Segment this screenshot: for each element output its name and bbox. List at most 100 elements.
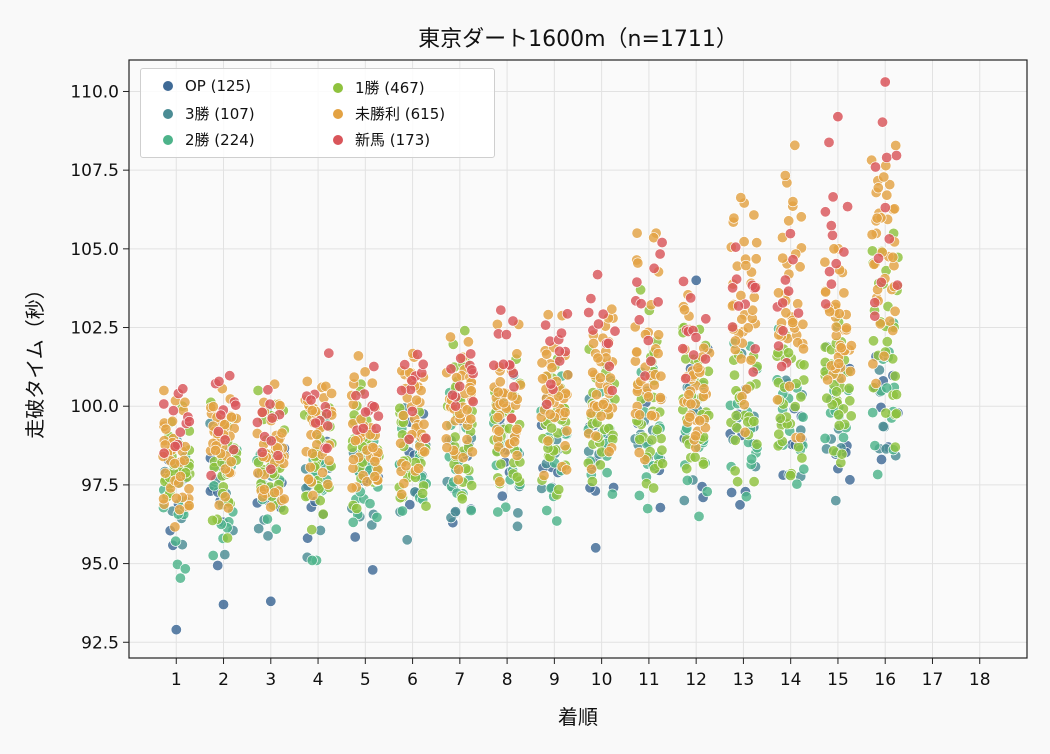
data-point-4 — [840, 322, 852, 334]
chart-title: 東京ダート1600m（n=1711） — [418, 27, 738, 52]
data-point-4 — [890, 140, 902, 152]
data-point-3 — [845, 410, 857, 422]
data-point-5 — [639, 370, 651, 382]
data-point-5 — [603, 360, 615, 372]
data-point-4 — [544, 408, 556, 420]
data-point-4 — [887, 251, 899, 263]
data-point-4 — [179, 396, 191, 408]
data-point-2 — [500, 501, 512, 513]
data-point-4 — [740, 259, 752, 271]
x-tick-label: 8 — [502, 670, 513, 690]
data-point-5 — [545, 378, 557, 390]
data-point-2 — [791, 478, 803, 490]
data-point-5 — [508, 381, 520, 393]
data-point-4 — [787, 317, 799, 329]
data-point-5 — [553, 345, 565, 357]
data-point-5 — [158, 398, 170, 410]
data-point-5 — [540, 319, 552, 331]
data-point-1 — [512, 507, 524, 519]
data-point-4 — [369, 470, 381, 482]
data-point-5 — [592, 269, 604, 281]
data-point-4 — [684, 411, 696, 423]
data-point-3 — [785, 469, 797, 481]
data-point-4 — [452, 474, 464, 486]
data-point-2 — [207, 549, 219, 561]
data-point-4 — [867, 358, 879, 370]
data-point-4 — [878, 171, 890, 183]
data-point-1 — [877, 420, 889, 432]
data-point-4 — [652, 347, 664, 359]
data-point-4 — [830, 321, 842, 333]
data-point-4 — [694, 415, 706, 427]
data-point-3 — [881, 336, 893, 348]
data-point-4 — [820, 286, 832, 298]
data-point-4 — [418, 418, 430, 430]
data-point-5 — [606, 384, 618, 396]
data-point-4 — [779, 170, 791, 182]
data-point-3 — [729, 434, 741, 446]
data-point-4 — [412, 462, 424, 474]
data-point-3 — [456, 493, 468, 505]
data-point-5 — [561, 308, 573, 320]
x-tick-label: 9 — [549, 670, 560, 690]
data-point-5 — [256, 446, 268, 458]
data-point-4 — [323, 454, 335, 466]
legend-marker-2win — [163, 134, 173, 145]
data-point-4 — [511, 423, 523, 435]
data-point-4 — [648, 379, 660, 391]
data-point-4 — [494, 376, 506, 388]
data-point-3 — [594, 459, 606, 471]
data-point-5 — [792, 307, 804, 319]
data-point-2 — [867, 407, 879, 419]
legend-item-2win: 2勝 (224) — [163, 129, 255, 150]
data-point-5 — [205, 469, 217, 481]
data-point-4 — [317, 467, 329, 479]
data-point-5 — [869, 297, 881, 309]
data-point-4 — [559, 440, 571, 452]
legend-label-3win: 3勝 (107) — [185, 105, 255, 123]
data-point-3 — [843, 382, 855, 394]
data-point-4 — [631, 227, 643, 239]
data-point-4 — [645, 409, 657, 421]
data-point-3 — [889, 370, 901, 382]
data-point-0 — [590, 542, 602, 554]
data-point-5 — [420, 432, 432, 444]
data-point-2 — [681, 474, 693, 486]
data-point-5 — [726, 321, 738, 333]
data-point-4 — [745, 354, 757, 366]
data-point-4 — [258, 483, 270, 495]
data-point-4 — [559, 406, 571, 418]
data-point-5 — [262, 384, 274, 396]
data-point-4 — [207, 401, 219, 413]
data-point-4 — [795, 432, 807, 444]
data-point-3 — [890, 408, 902, 420]
data-point-5 — [406, 375, 418, 387]
data-point-5 — [500, 329, 512, 341]
data-point-4 — [795, 211, 807, 223]
data-point-4 — [491, 318, 503, 330]
data-point-4 — [739, 426, 751, 438]
data-point-4 — [159, 467, 171, 479]
x-tick-label: 12 — [685, 670, 707, 690]
data-point-3 — [880, 407, 892, 419]
data-points — [157, 76, 904, 636]
data-point-4 — [592, 352, 604, 364]
x-tick-label: 1 — [171, 670, 182, 690]
x-tick-label: 14 — [780, 670, 802, 690]
data-point-5 — [875, 276, 887, 288]
data-point-5 — [783, 285, 795, 297]
data-point-4 — [729, 335, 741, 347]
data-point-4 — [183, 500, 195, 512]
data-point-5 — [869, 310, 881, 322]
data-point-5 — [635, 298, 647, 310]
data-point-5 — [455, 352, 467, 364]
data-point-1 — [830, 495, 842, 507]
data-point-4 — [738, 399, 750, 411]
data-point-1 — [219, 549, 231, 561]
data-point-5 — [411, 348, 423, 360]
data-point-4 — [352, 350, 364, 362]
data-point-5 — [445, 363, 457, 375]
data-point-4 — [349, 435, 361, 447]
data-point-3 — [833, 419, 845, 431]
